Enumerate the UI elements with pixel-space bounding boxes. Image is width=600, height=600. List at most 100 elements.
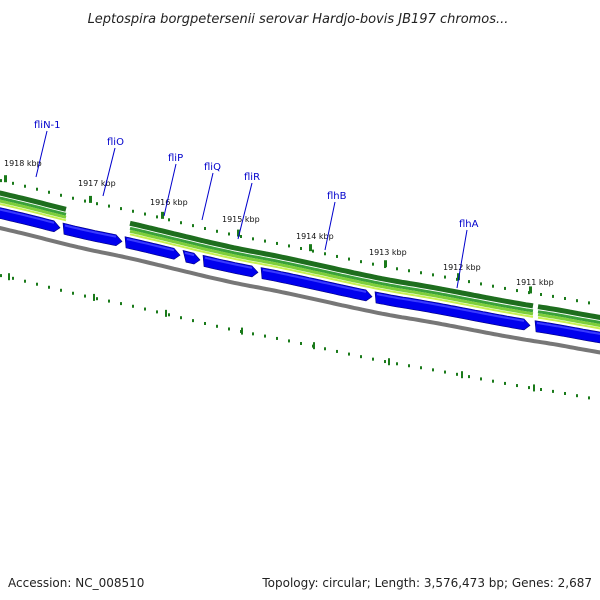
minor-tick-inner <box>48 285 50 289</box>
gc-band-segment <box>0 190 67 212</box>
minor-tick <box>24 184 26 188</box>
minor-tick-inner <box>264 334 266 338</box>
gc-band-segment <box>537 310 600 324</box>
minor-tick-inner <box>336 349 338 353</box>
minor-tick-inner <box>12 276 14 280</box>
gene-leader-line <box>163 163 177 217</box>
minor-tick-inner <box>24 279 26 283</box>
minor-tick <box>192 224 194 228</box>
major-tick-inner <box>313 342 315 350</box>
minor-tick-inner <box>384 360 386 364</box>
minor-tick <box>312 249 314 253</box>
minor-tick-inner <box>432 368 434 372</box>
minor-tick <box>324 252 326 256</box>
minor-tick-inner <box>144 307 146 311</box>
major-tick-inner <box>93 293 95 301</box>
tick-label: 1911 kbp <box>516 278 554 287</box>
minor-tick-inner <box>480 377 482 381</box>
gene-arrow-highlight <box>64 224 117 238</box>
minor-tick <box>60 193 62 197</box>
minor-tick-inner <box>84 294 86 298</box>
gene-label: fliR <box>244 172 260 183</box>
tick-label: 1916 kbp <box>150 198 188 207</box>
minor-tick <box>540 293 542 296</box>
minor-tick-inner <box>324 347 326 351</box>
minor-tick-inner <box>492 379 494 383</box>
minor-tick <box>204 226 206 230</box>
major-tick-inner <box>388 358 390 366</box>
major-tick-inner <box>533 384 535 392</box>
minor-tick-inner <box>156 310 158 314</box>
gc-band-segment <box>0 196 67 216</box>
gene-label: fliN-1 <box>34 120 61 131</box>
gc-band-segment <box>129 233 534 318</box>
gc-band-segment <box>537 304 600 320</box>
minor-tick-inner <box>288 339 290 343</box>
minor-tick <box>492 284 494 288</box>
minor-tick-inner <box>516 384 518 388</box>
gene-arrow-highlight <box>536 322 600 335</box>
gene-arrow-highlight <box>204 256 253 269</box>
minor-tick <box>432 273 434 277</box>
minor-tick <box>468 280 470 284</box>
minor-tick-inner <box>564 391 566 395</box>
gene-label: flhB <box>327 191 347 202</box>
tick-label: 1912 kbp <box>443 263 481 272</box>
minor-tick-inner <box>72 291 74 295</box>
minor-tick-inner <box>444 370 446 374</box>
minor-tick <box>360 260 362 264</box>
major-tick-inner <box>461 371 463 379</box>
major-tick <box>237 229 240 237</box>
minor-tick <box>156 215 158 219</box>
minor-tick-inner <box>180 316 182 320</box>
minor-tick-inner <box>456 372 458 376</box>
minor-tick <box>12 181 14 185</box>
minor-tick-inner <box>168 313 170 317</box>
map-layer: 1918 kbp 1917 kbp 1916 kbp 1915 kbp 1914 kbp… <box>0 120 600 400</box>
tick-label: 1917 kbp <box>78 179 116 188</box>
gene-leader-line <box>102 147 116 197</box>
minor-tick <box>132 209 134 213</box>
minor-tick-inner <box>528 386 530 390</box>
gc-band-segment <box>129 226 534 313</box>
minor-tick <box>120 207 122 211</box>
major-tick <box>384 260 387 268</box>
minor-tick <box>300 246 302 250</box>
minor-tick-inner <box>132 304 134 308</box>
minor-tick <box>420 271 422 275</box>
tick-label: 1913 kbp <box>369 248 407 257</box>
major-tick <box>4 175 7 183</box>
minor-tick-inner <box>204 321 206 325</box>
minor-tick-inner <box>540 388 542 391</box>
minor-tick-inner <box>216 324 218 328</box>
gene-arrow-highlight <box>0 208 55 224</box>
accession-label: Accession: NC_008510 <box>8 576 144 590</box>
minor-tick <box>72 196 74 200</box>
gene-leader-line <box>237 182 253 240</box>
gene-label: fliO <box>107 137 124 148</box>
minor-tick <box>408 269 410 273</box>
major-tick-inner <box>165 309 167 317</box>
minor-tick <box>396 267 398 271</box>
minor-tick-inner <box>300 341 302 345</box>
gene-label: fliQ <box>204 162 221 173</box>
minor-tick-inner <box>60 288 62 292</box>
map-title: Leptospira borgpetersenii serovar Hardjo… <box>88 12 509 27</box>
tick-label: 1918 kbp <box>4 159 42 168</box>
major-tick-inner <box>8 273 10 281</box>
minor-tick <box>96 202 98 206</box>
gene-label: fliP <box>168 153 183 164</box>
gene-leader-line <box>35 130 48 178</box>
tick-label: 1914 kbp <box>296 232 334 241</box>
minor-tick <box>480 282 482 286</box>
genome-summary: Topology: circular; Length: 3,576,473 bp… <box>261 576 592 590</box>
gc-band-segment <box>0 203 67 222</box>
gene-arrow-highlight <box>376 293 525 322</box>
gc-band-segment <box>0 199 67 219</box>
minor-tick-inner <box>252 332 254 336</box>
gene-label: flhA <box>459 219 479 230</box>
major-tick <box>529 286 532 294</box>
minor-tick-inner <box>372 357 374 361</box>
minor-tick <box>276 241 278 245</box>
minor-tick-inner <box>420 366 422 370</box>
